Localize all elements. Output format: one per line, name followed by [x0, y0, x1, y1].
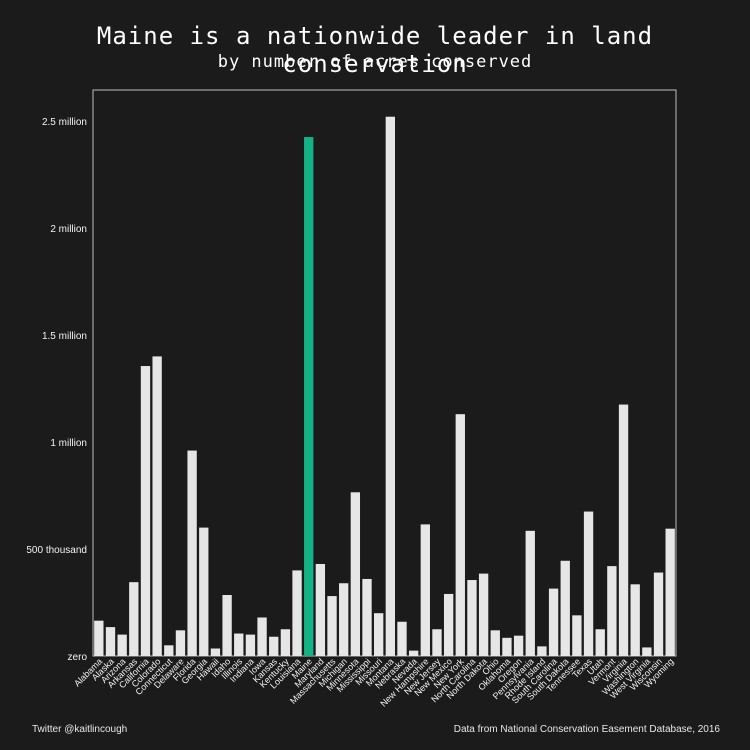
bar — [408, 650, 419, 656]
bar — [117, 634, 127, 656]
bar — [432, 629, 442, 656]
bar — [152, 356, 162, 656]
bar — [525, 530, 535, 656]
chart-title: Maine is a nationwide leader in land con… — [96, 22, 654, 78]
bar — [467, 580, 477, 656]
bar — [630, 584, 640, 656]
bar — [269, 636, 279, 656]
bar — [502, 637, 512, 656]
bar — [618, 404, 629, 656]
bar — [292, 570, 302, 656]
bar — [327, 596, 337, 656]
bar — [175, 630, 186, 656]
bar — [642, 647, 652, 656]
credit-text: Twitter @kaitlincough — [32, 724, 128, 735]
bar — [572, 615, 582, 656]
bar — [455, 414, 465, 656]
bar — [397, 621, 407, 656]
bar — [583, 511, 594, 656]
bar — [280, 629, 291, 656]
bar — [607, 566, 617, 656]
bar — [129, 582, 139, 656]
bar — [210, 648, 221, 656]
bar — [362, 578, 372, 656]
bar — [513, 635, 524, 656]
y-tick-label: 1 million — [50, 438, 87, 449]
bar — [140, 366, 151, 656]
bar — [665, 528, 675, 656]
bar — [245, 634, 256, 656]
bar — [420, 524, 430, 656]
bar — [443, 593, 454, 656]
y-tick-label: 2 million — [50, 224, 87, 235]
bar — [478, 573, 489, 656]
bar — [164, 645, 174, 656]
bar — [374, 613, 384, 656]
bar — [537, 646, 547, 656]
bar — [222, 595, 232, 656]
bar — [105, 627, 116, 656]
bar — [199, 527, 209, 656]
source-text: Data from National Conservation Easement… — [453, 724, 720, 735]
bar — [548, 588, 559, 656]
y-tick-label: zero — [68, 652, 88, 663]
plot-frame — [92, 89, 677, 657]
bar — [315, 563, 326, 656]
bar-highlight — [304, 137, 314, 657]
bar — [350, 492, 361, 656]
bar — [187, 450, 197, 656]
bar — [595, 629, 605, 656]
bar — [234, 633, 244, 656]
bar — [94, 620, 104, 656]
chart-subtitle: by number of acres conserved — [217, 52, 533, 72]
bar — [257, 617, 267, 656]
y-tick-label: 2.5 million — [42, 117, 87, 128]
bar — [560, 560, 570, 656]
bar — [339, 583, 349, 656]
bar — [653, 572, 664, 656]
y-tick-label: 500 thousand — [26, 545, 87, 556]
bar — [490, 630, 500, 656]
bar — [385, 116, 395, 657]
y-tick-label: 1.5 million — [42, 331, 87, 342]
